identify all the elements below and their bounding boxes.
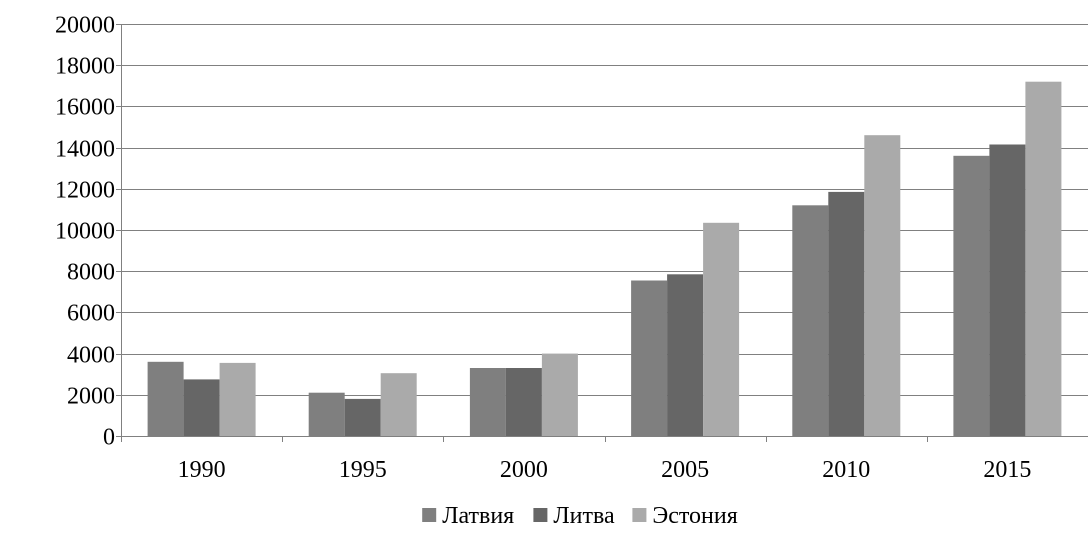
bar xyxy=(469,368,506,436)
x-tick-label: 1990 xyxy=(178,457,226,483)
legend-item: Эстония xyxy=(632,503,738,529)
y-tick-label: 18000 xyxy=(55,54,115,80)
y-tick-label: 10000 xyxy=(55,219,115,245)
y-tick-label: 16000 xyxy=(55,95,115,121)
gridlines xyxy=(121,24,1088,396)
y-tick-label: 0 xyxy=(103,425,115,451)
x-tick-label: 2005 xyxy=(661,457,709,483)
bar xyxy=(792,205,829,436)
legend-label: Литва xyxy=(553,503,615,529)
legend-item: Литва xyxy=(533,503,615,529)
y-tick-label: 20000 xyxy=(55,13,115,39)
bars xyxy=(147,81,1062,437)
bar xyxy=(864,135,901,436)
bar xyxy=(183,379,220,436)
bar xyxy=(541,353,578,436)
legend-swatch xyxy=(422,508,437,522)
bar xyxy=(828,191,865,436)
legend: Латвия Литва Эстония xyxy=(422,503,738,529)
bar xyxy=(703,222,740,436)
y-tick-label: 6000 xyxy=(67,301,115,327)
bar xyxy=(953,155,990,437)
bar xyxy=(344,398,381,436)
x-tick-label: 1995 xyxy=(339,457,387,483)
x-tick-label: 2015 xyxy=(983,457,1031,483)
legend-swatch xyxy=(632,508,647,522)
y-tick-label: 4000 xyxy=(67,343,115,369)
y-tick-label: 2000 xyxy=(67,384,115,410)
y-tick-label: 12000 xyxy=(55,178,115,204)
legend-swatch xyxy=(533,508,548,522)
legend-label: Латвия xyxy=(442,503,514,529)
bar xyxy=(308,392,345,436)
y-tick-label: 14000 xyxy=(55,137,115,163)
y-tick-label: 8000 xyxy=(67,260,115,286)
bar xyxy=(667,274,704,436)
legend-label: Эстония xyxy=(652,503,737,529)
legend-item: Латвия xyxy=(422,503,514,529)
x-tick-label: 2010 xyxy=(822,457,870,483)
bar xyxy=(219,362,256,436)
x-tick-label: 2000 xyxy=(500,457,548,483)
bar xyxy=(147,361,184,436)
bar xyxy=(380,373,417,436)
bar xyxy=(989,144,1026,436)
bar xyxy=(505,368,542,436)
bar xyxy=(1025,81,1062,436)
bar xyxy=(631,280,668,436)
